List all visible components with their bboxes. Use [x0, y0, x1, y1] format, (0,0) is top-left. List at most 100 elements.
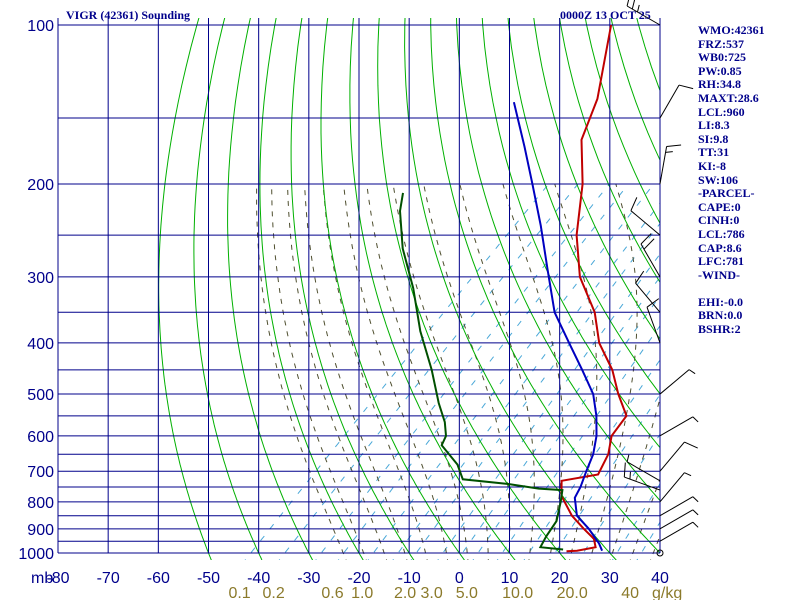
index-item: TT:31 [698, 145, 730, 160]
index-item: CAP:8.6 [698, 240, 742, 255]
temperature-tick-label: -70 [97, 570, 120, 587]
barb-staff [640, 243, 661, 278]
index-item: MAXT:28.6 [698, 90, 759, 105]
pressure-tick-label: 200 [27, 177, 54, 194]
wind-barbs [623, 0, 699, 557]
barb-staff [659, 509, 694, 530]
index-item: LCL:960 [698, 104, 745, 119]
wind-barb [659, 416, 699, 437]
barb-feather [666, 144, 682, 148]
mixing-ratio-line [410, 222, 660, 560]
mixing-ratio-tick-label: 5.0 [456, 585, 478, 600]
index-item: WB0:725 [698, 50, 746, 65]
index-item: FRZ:537 [698, 36, 744, 51]
barb-feather [623, 462, 626, 478]
pressure-axis: 100 200 300 400 500 600 700 800 900 1000 mb [18, 18, 54, 587]
barb-feather [646, 298, 660, 308]
barb-feather [684, 441, 698, 449]
index-item: LCL:786 [698, 226, 745, 241]
index-item: WMO:42361 [698, 23, 765, 37]
mixing-ratio-line [244, 183, 550, 560]
index-item: SI:9.8 [698, 131, 729, 146]
mixing-ratio-tick-label: 0.2 [263, 585, 285, 600]
barb-half-feather [629, 471, 631, 480]
index-item: RH:34.8 [698, 77, 741, 92]
temperature-tick-label: -20 [347, 570, 370, 587]
index-item: KI:-8 [698, 158, 726, 173]
index-item: BRN:0.0 [698, 308, 743, 323]
mixing-ratio-tick-label: 2.0 [394, 585, 416, 600]
moist-adiabat [343, 183, 449, 560]
barb-staff [659, 441, 685, 472]
mixing-ratio-tick-label: 10.0 [502, 585, 533, 600]
mixing-ratio-tick-label: 0.1 [228, 585, 250, 600]
wind-barb [640, 233, 661, 278]
wind-barb [659, 144, 682, 185]
pressure-tick-label: 900 [27, 522, 54, 539]
dewpoint-profile [398, 192, 564, 551]
wind-barb [635, 270, 661, 313]
barb-half-feather [665, 151, 673, 153]
profile-lines [398, 24, 628, 553]
wind-barb [646, 298, 661, 344]
wind-barb [659, 472, 692, 503]
wind-barb [659, 441, 698, 472]
pressure-tick-label: 500 [27, 387, 54, 404]
barb-feather [626, 0, 630, 7]
temperature-tick-label: 20 [551, 570, 569, 587]
pressure-tick-label: 800 [27, 495, 54, 512]
barb-staff [630, 210, 661, 236]
barb-feather [631, 0, 636, 10]
mixing-ratio-line [392, 202, 660, 560]
barb-staff [626, 5, 661, 26]
barb-feather [678, 84, 694, 90]
temperature-tick-label: -30 [297, 570, 320, 587]
wind-barb [659, 496, 699, 517]
barb-staff [646, 307, 661, 344]
barb-half-feather [692, 521, 699, 528]
moist-adiabat [589, 183, 638, 560]
parcel-profile [512, 101, 604, 552]
pressure-tick-label: 400 [27, 336, 54, 353]
wind-barb [659, 84, 694, 119]
moist-adiabat [554, 183, 598, 560]
mixing-ratio-tick-label: 0.6 [321, 585, 343, 600]
wind-barb [659, 509, 699, 530]
mixing-ratio-tick-label: 40 [621, 585, 639, 600]
moist-adiabat [287, 183, 388, 560]
index-item: SW:106 [698, 172, 739, 187]
wind-barb [623, 462, 661, 491]
pressure-unit-label: mb [31, 570, 53, 587]
temperature-tick-label: 40 [651, 570, 669, 587]
valid-time: 0000Z 13 OCT 25 [560, 8, 651, 22]
pressure-tick-label: 700 [27, 464, 54, 481]
barb-half-feather [692, 509, 699, 516]
wind-barb [626, 454, 661, 482]
barb-staff [659, 416, 694, 437]
pressure-tick-label: 100 [27, 18, 54, 35]
moist-adiabat [629, 477, 660, 560]
mixing-ratio-line [437, 253, 660, 560]
barb-feather [635, 270, 645, 284]
mixing-ratio-tick-label: 3.0 [421, 585, 443, 600]
wind-barb [659, 521, 699, 542]
moist-adiabats [256, 183, 660, 560]
temperature-tick-label: -80 [46, 570, 69, 587]
calm-circle [656, 549, 664, 557]
temperature-tick-label: 30 [601, 570, 619, 587]
moist-adiabat [271, 183, 367, 560]
moist-adiabat [304, 183, 408, 560]
index-item: EHI:-0.0 [698, 294, 743, 309]
barb-half-feather [692, 496, 699, 503]
pressure-tick-label: 1000 [18, 546, 54, 563]
barb-staff [659, 521, 694, 542]
index-item: BSHR:2 [698, 322, 741, 337]
wind-barb [630, 197, 661, 236]
mixing-ratio-line [472, 295, 660, 560]
wind-barb [626, 0, 661, 26]
moist-adiabat [322, 183, 428, 560]
temperature-tick-label: 10 [501, 570, 519, 587]
moist-adiabat [256, 183, 347, 560]
barb-half-feather [626, 454, 630, 462]
